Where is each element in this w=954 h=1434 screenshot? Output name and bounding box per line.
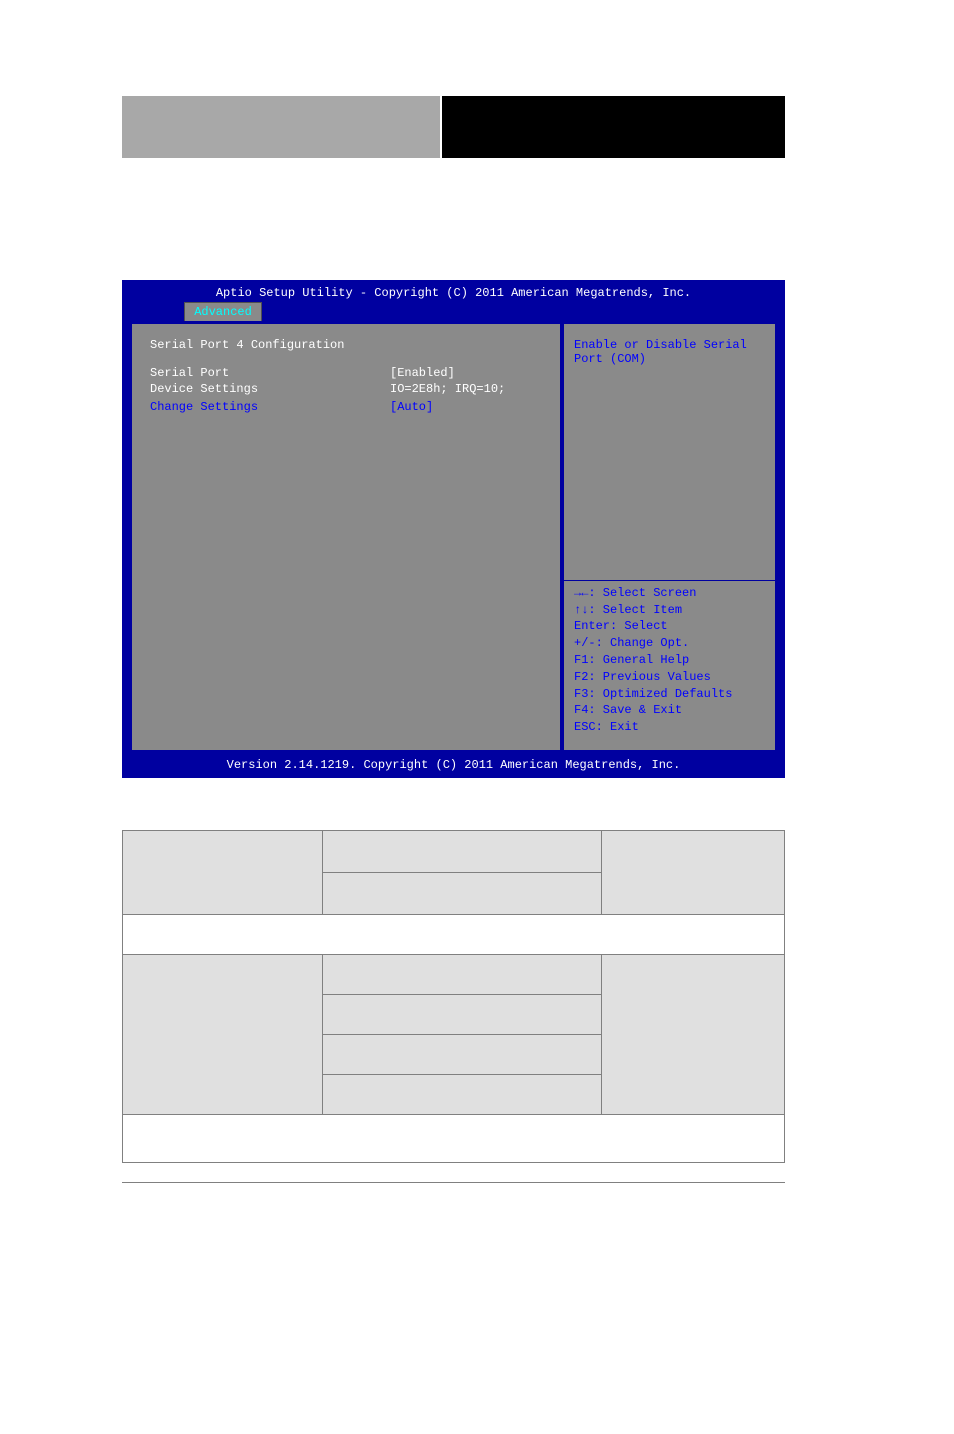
- bios-nav-line: ESC: Exit: [574, 719, 765, 736]
- table-cell: [123, 915, 785, 955]
- page-footer-line: [122, 1182, 785, 1183]
- table-cell: [602, 831, 785, 915]
- table-cell: [123, 955, 323, 1115]
- table-row: [123, 915, 785, 955]
- bios-nav-line: F2: Previous Values: [574, 669, 765, 686]
- table-cell: [602, 955, 785, 1115]
- bios-window: Aptio Setup Utility - Copyright (C) 2011…: [122, 280, 785, 778]
- options-table: [122, 830, 785, 1163]
- bios-row-value: IO=2E8h; IRQ=10;: [390, 382, 505, 396]
- bios-section-title: Serial Port 4 Configuration: [150, 338, 542, 352]
- bios-title: Aptio Setup Utility - Copyright (C) 2011…: [122, 280, 785, 302]
- doc-header-right: [442, 96, 785, 158]
- doc-header-left: [122, 96, 442, 158]
- bios-nav-line: F1: General Help: [574, 652, 765, 669]
- bios-nav-line: F3: Optimized Defaults: [574, 686, 765, 703]
- table-row: [123, 955, 785, 995]
- bios-row-serial-port[interactable]: Serial Port [Enabled]: [150, 366, 542, 380]
- bios-nav-line: F4: Save & Exit: [574, 702, 765, 719]
- bios-help-text: Enable or Disable Serial Port (COM): [574, 338, 765, 576]
- table-cell: [322, 995, 602, 1035]
- table-cell: [322, 955, 602, 995]
- table-cell: [322, 1075, 602, 1115]
- bios-nav-line: →←: Select Screen: [574, 585, 765, 602]
- bios-body: Serial Port 4 Configuration Serial Port …: [130, 322, 777, 752]
- bios-row-label: Device Settings: [150, 382, 390, 396]
- table-row: [123, 1115, 785, 1163]
- table-cell: [322, 1035, 602, 1075]
- table-row: [123, 831, 785, 873]
- bios-nav-line: ↑↓: Select Item: [574, 602, 765, 619]
- bios-row-value: [Auto]: [390, 400, 433, 414]
- bios-nav-help: →←: Select Screen ↑↓: Select Item Enter:…: [574, 585, 765, 736]
- bios-row-change-settings[interactable]: Change Settings [Auto]: [150, 400, 542, 414]
- table-cell: [322, 873, 602, 915]
- bios-tab-advanced[interactable]: Advanced: [184, 302, 262, 321]
- bios-row-label: Serial Port: [150, 366, 390, 380]
- table-cell: [123, 1115, 785, 1163]
- table-cell: [123, 831, 323, 915]
- bios-footer: Version 2.14.1219. Copyright (C) 2011 Am…: [122, 758, 785, 772]
- table-cell: [322, 831, 602, 873]
- bios-nav-line: +/-: Change Opt.: [574, 635, 765, 652]
- bios-right-panel: Enable or Disable Serial Port (COM) →←: …: [562, 322, 777, 752]
- bios-row-value: [Enabled]: [390, 366, 455, 380]
- bios-right-separator: [564, 580, 775, 581]
- doc-header-bar: [122, 96, 785, 158]
- bios-row-device-settings: Device Settings IO=2E8h; IRQ=10;: [150, 382, 542, 396]
- bios-left-panel: Serial Port 4 Configuration Serial Port …: [130, 322, 562, 752]
- bios-nav-line: Enter: Select: [574, 618, 765, 635]
- bios-row-label: Change Settings: [150, 400, 390, 414]
